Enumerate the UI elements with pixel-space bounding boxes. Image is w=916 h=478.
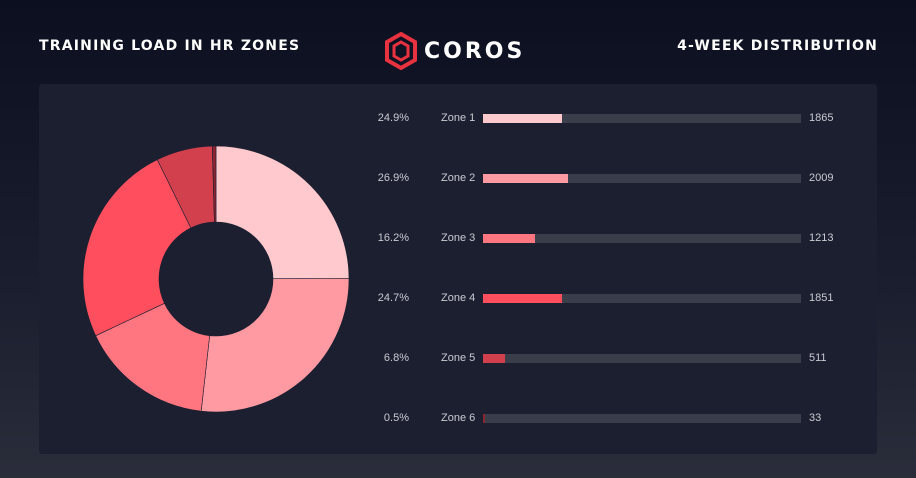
donut-slice-1 xyxy=(215,145,350,280)
zone-row: 24.9% Zone 1 1865 xyxy=(39,109,877,129)
zone-row: 26.9% Zone 2 2009 xyxy=(39,169,877,189)
zone-row: 6.8% Zone 5 511 xyxy=(39,349,877,369)
chart-title: TRAINING LOAD IN HR ZONES xyxy=(39,38,301,54)
logo-text: COROS xyxy=(424,38,526,64)
zone-value: 33 xyxy=(809,412,822,424)
zone-bar-fill xyxy=(483,114,563,123)
zone-bar-fill xyxy=(483,414,485,423)
zone-value: 1865 xyxy=(809,112,834,124)
zone-bar-fill xyxy=(483,354,505,363)
zone-label: Zone 1 xyxy=(441,112,476,124)
zone-percentage: 26.9% xyxy=(377,172,409,184)
coros-logo: COROS xyxy=(384,32,525,70)
zone-bar-fill xyxy=(483,294,562,303)
zone-row: 16.2% Zone 3 1213 xyxy=(39,229,877,249)
zone-percentage: 24.7% xyxy=(377,292,409,304)
zone-value: 1213 xyxy=(809,232,834,244)
donut-chart xyxy=(82,145,350,413)
zone-percentage: 6.8% xyxy=(383,352,409,364)
donut-slice-4 xyxy=(82,159,192,337)
zone-bar-track xyxy=(483,114,801,123)
zone-bar-track xyxy=(483,354,801,363)
zone-value: 1851 xyxy=(809,292,834,304)
zone-row: 0.5% Zone 6 33 xyxy=(39,409,877,429)
zone-bar-track xyxy=(483,174,801,183)
zone-label: Zone 6 xyxy=(441,412,476,424)
zone-bar-track xyxy=(483,414,801,423)
donut-slice-2 xyxy=(200,278,350,413)
zone-percentage: 24.9% xyxy=(377,112,409,124)
zone-label: Zone 2 xyxy=(441,172,476,184)
zone-value: 511 xyxy=(809,352,827,364)
zone-bar-fill xyxy=(483,234,535,243)
chart-panel: 24.9% Zone 1 1865 26.9% Zone 2 2009 16.2% Zone … xyxy=(39,84,877,454)
zone-percentage: 16.2% xyxy=(377,232,409,244)
zone-label: Zone 3 xyxy=(441,232,476,244)
donut-slice-3 xyxy=(95,302,210,412)
zone-bar-fill xyxy=(483,174,569,183)
chart-subtitle: 4-WEEK DISTRIBUTION xyxy=(677,38,878,54)
zone-label: Zone 5 xyxy=(441,352,476,364)
zone-label: Zone 4 xyxy=(441,292,476,304)
zone-percentage: 0.5% xyxy=(383,412,409,424)
zone-bar-track xyxy=(483,294,801,303)
zone-row: 24.7% Zone 4 1851 xyxy=(39,289,877,309)
zone-bar-track xyxy=(483,234,801,243)
zone-value: 2009 xyxy=(809,172,834,184)
donut-slice-6 xyxy=(212,145,217,223)
coros-hexagon-icon xyxy=(385,32,417,70)
